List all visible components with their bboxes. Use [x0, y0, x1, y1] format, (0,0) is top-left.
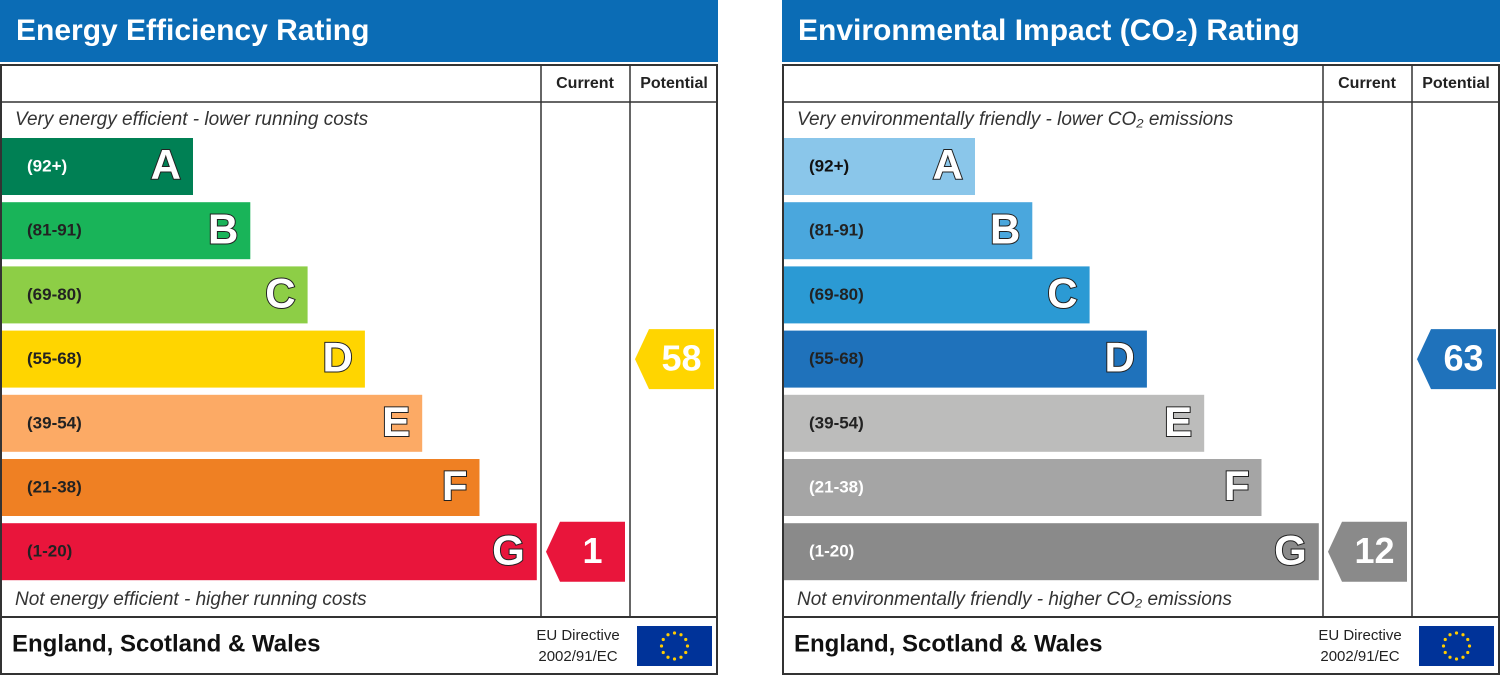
band-bar — [784, 459, 1262, 516]
eu-star — [666, 633, 670, 637]
eu-star — [661, 637, 665, 642]
band-range: (92+) — [27, 156, 67, 175]
band-bar — [784, 330, 1147, 388]
bottom-note: Not environmentally friendly - higher CO… — [797, 589, 1232, 610]
eu-star — [666, 655, 670, 659]
panel-title: Energy Efficiency Rating — [16, 14, 369, 47]
eu-star — [684, 637, 688, 642]
column-header: Potential — [1422, 75, 1490, 92]
rating-arrow — [1417, 329, 1496, 390]
band-bar — [2, 523, 537, 581]
rating-value: 63 — [1443, 338, 1483, 379]
band-letter: E — [382, 398, 410, 445]
band-range: (81-91) — [809, 221, 864, 240]
band-bar — [2, 459, 480, 516]
band-range: (1-20) — [809, 542, 854, 561]
band-range: (21-38) — [809, 477, 864, 496]
band-range: (81-91) — [27, 221, 82, 240]
footer: England, Scotland & Wales — [794, 630, 1102, 657]
rating-arrow — [635, 329, 714, 390]
eu-star — [1461, 633, 1465, 637]
eu-star — [685, 644, 690, 648]
band-bar — [2, 330, 365, 388]
band-letter: E — [1164, 398, 1192, 445]
band-bar — [784, 202, 1033, 260]
band-letter: D — [1105, 334, 1135, 381]
eu-star — [684, 650, 688, 655]
bottom-note: Not energy efficient - higher running co… — [15, 589, 367, 610]
band-letter: F — [1224, 462, 1250, 509]
band-letter: B — [990, 205, 1020, 252]
rating-arrow — [1328, 521, 1407, 582]
band-bar — [784, 266, 1090, 324]
eu-star — [1454, 631, 1459, 635]
band-bar — [2, 138, 193, 195]
rating-arrow — [546, 521, 625, 582]
column-header: Current — [1338, 75, 1396, 92]
band-letter: C — [265, 269, 295, 316]
title-bar — [782, 0, 1500, 62]
eu-star — [661, 650, 665, 655]
band-range: (39-54) — [809, 413, 864, 432]
eu-star — [659, 644, 664, 648]
eu-star — [679, 633, 683, 637]
band-range: (55-68) — [27, 349, 82, 368]
band-letter: D — [323, 334, 353, 381]
eu-star — [1467, 644, 1472, 648]
title-bar — [0, 0, 718, 62]
rating-value: 58 — [661, 338, 701, 379]
band-letter: A — [933, 141, 963, 188]
eu-star — [679, 655, 683, 659]
band-bar — [784, 138, 975, 195]
band-range: (92+) — [809, 156, 849, 175]
column-header: Current — [556, 75, 614, 92]
band-letter: A — [151, 141, 181, 188]
band-bar — [2, 202, 251, 260]
directive: EU Directive — [536, 627, 619, 644]
band-letter: B — [208, 205, 238, 252]
panel-title: Environmental Impact (CO₂) Rating — [798, 14, 1300, 47]
band-bar — [2, 266, 308, 324]
band-range: (55-68) — [809, 349, 864, 368]
band-bar — [2, 394, 423, 452]
eu-star — [1443, 650, 1447, 655]
eu-star — [672, 657, 677, 661]
band-letter: G — [1274, 526, 1307, 573]
eu-star — [1454, 657, 1459, 661]
band-letter: C — [1047, 269, 1077, 316]
band-letter: G — [492, 526, 525, 573]
band-range: (1-20) — [27, 542, 72, 561]
footer: England, Scotland & Wales — [12, 630, 320, 657]
eu-star — [1466, 650, 1470, 655]
directive: EU Directive — [1318, 627, 1401, 644]
band-range: (69-80) — [27, 285, 82, 304]
eu-star — [1448, 633, 1452, 637]
directive: 2002/91/EC — [538, 648, 617, 665]
column-header: Potential — [640, 75, 708, 92]
band-bar — [784, 523, 1319, 581]
top-note: Very energy efficient - lower running co… — [15, 109, 369, 130]
band-range: (21-38) — [27, 477, 82, 496]
eu-star — [1461, 655, 1465, 659]
rating-value: 12 — [1354, 530, 1394, 571]
eu-star — [1466, 637, 1470, 642]
eu-star — [672, 631, 677, 635]
band-bar — [784, 394, 1205, 452]
band-letter: F — [442, 462, 468, 509]
rating-value: 1 — [582, 530, 602, 571]
eu-star — [1443, 637, 1447, 642]
band-range: (69-80) — [809, 285, 864, 304]
eu-star — [1448, 655, 1452, 659]
top-note: Very environmentally friendly - lower CO… — [797, 109, 1234, 130]
band-range: (39-54) — [27, 413, 82, 432]
directive: 2002/91/EC — [1320, 648, 1399, 665]
eu-star — [1441, 644, 1446, 648]
